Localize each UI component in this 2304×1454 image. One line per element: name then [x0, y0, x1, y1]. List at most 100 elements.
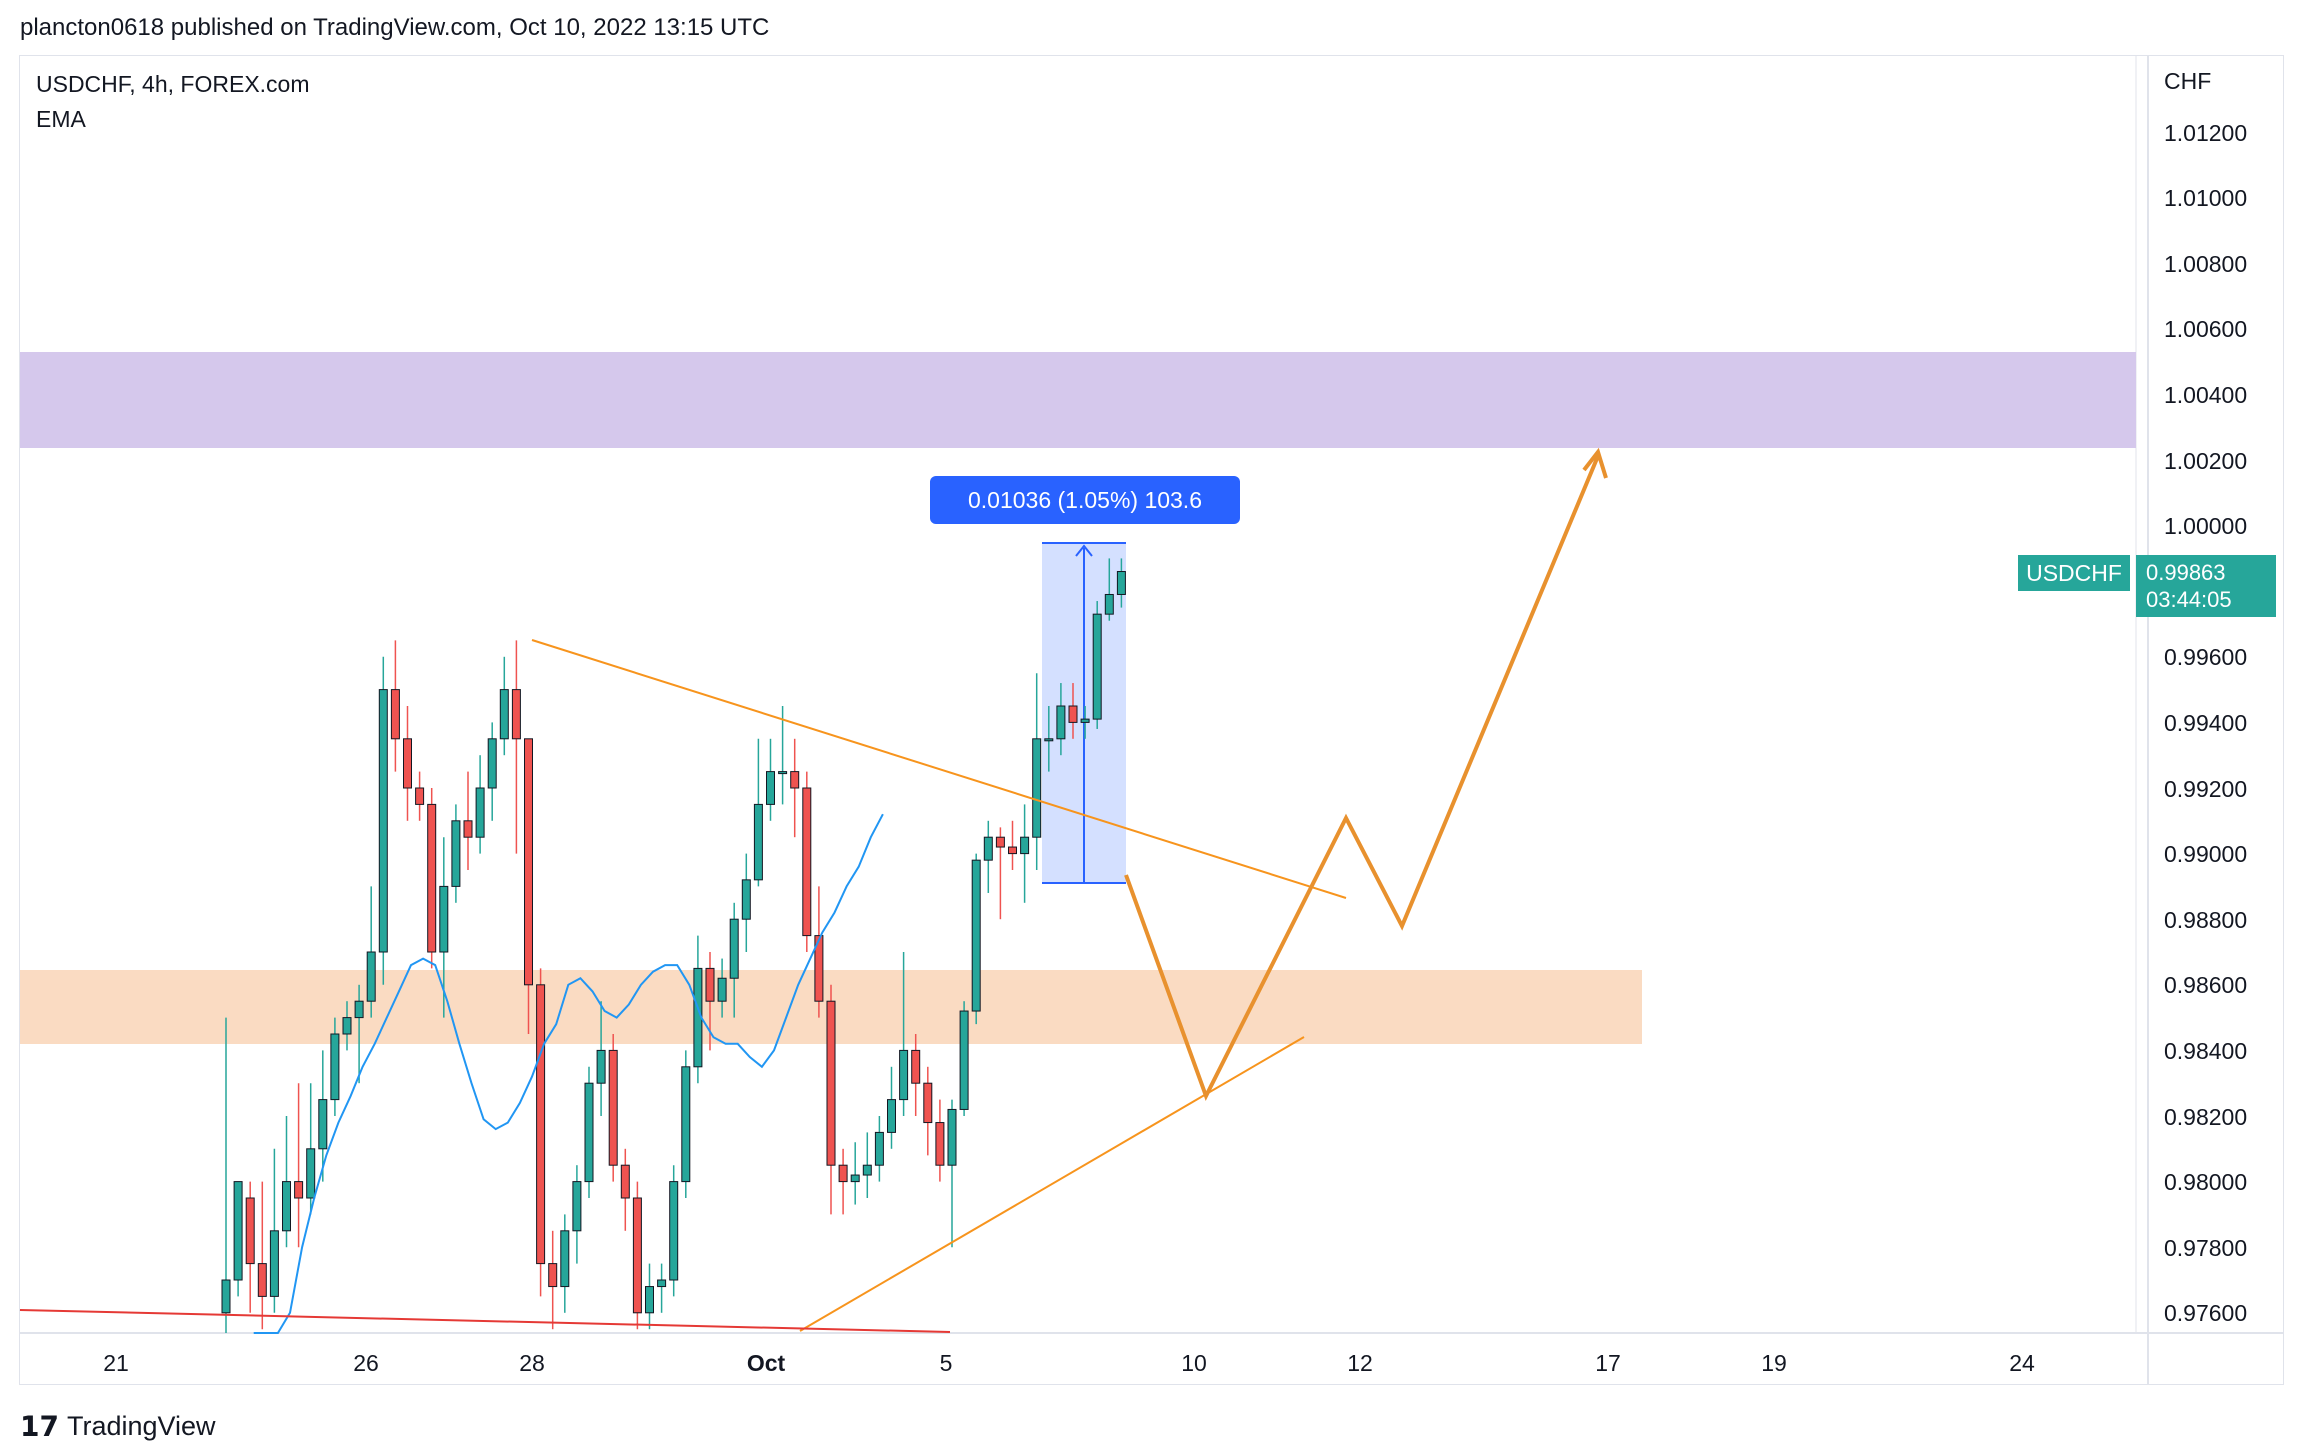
publication-header: plancton0618 published on TradingView.co…	[20, 14, 770, 41]
candle-body	[814, 935, 824, 1002]
candle-body	[1116, 571, 1126, 595]
candle-body	[923, 1082, 933, 1124]
candle-body	[548, 1263, 558, 1288]
candle-body	[1104, 593, 1114, 615]
y-tick: 0.98000	[2164, 1169, 2248, 1195]
candle-body	[766, 771, 775, 805]
currency-label: CHF	[2164, 68, 2212, 94]
y-tick: 0.99400	[2164, 710, 2248, 736]
candle-body	[596, 1049, 606, 1084]
candle-body	[790, 771, 800, 789]
resistance-zone	[20, 352, 2136, 448]
candle-body	[935, 1122, 945, 1166]
candle-body	[705, 967, 715, 1002]
candle-body	[778, 771, 788, 775]
candle-body	[572, 1181, 582, 1232]
candle-body	[318, 1099, 328, 1150]
footer-brand[interactable]: 𝟭𝟳 TradingView	[20, 1410, 216, 1443]
candle-body	[729, 918, 739, 979]
candle-body	[802, 787, 812, 937]
candle-body	[971, 859, 981, 1012]
candle-body	[1020, 836, 1030, 855]
symbol-price-tag: USDCHF	[2018, 555, 2130, 591]
candle-body	[645, 1286, 654, 1314]
y-tick: 1.00000	[2164, 513, 2248, 539]
candle-body	[826, 1000, 836, 1166]
measurement-label[interactable]: 0.01036 (1.05%) 103.6	[930, 476, 1240, 524]
candle-body	[487, 738, 497, 789]
candle-body	[899, 1049, 909, 1101]
candle-body	[354, 1000, 364, 1019]
projection-path	[1124, 455, 1600, 1102]
y-tick: 1.00400	[2164, 382, 2248, 408]
tradingview-logo-icon: 𝟭𝟳	[20, 1411, 59, 1442]
ema-legend[interactable]: EMA	[36, 106, 86, 132]
red-support-trendline	[19, 1309, 951, 1333]
candle-body	[887, 1099, 896, 1133]
candle-body	[608, 1049, 618, 1166]
y-tick: 1.01200	[2164, 120, 2248, 146]
candle-body	[463, 820, 473, 838]
descending-trendline	[531, 639, 1347, 899]
ascending-trendline	[799, 1036, 1305, 1332]
x-tick: 12	[1347, 1350, 1373, 1376]
y-tick: 0.97600	[2164, 1300, 2248, 1326]
candle-body	[511, 689, 521, 740]
candle-body	[717, 977, 727, 1002]
last-price-value: 0.99863	[2146, 560, 2226, 585]
candle-body	[378, 689, 388, 953]
candle-body	[415, 787, 425, 805]
candle-body	[669, 1181, 679, 1281]
y-tick: 0.99000	[2164, 841, 2248, 867]
x-tick: 21	[103, 1350, 129, 1376]
x-tick: 5	[939, 1350, 953, 1376]
brand-name: TradingView	[66, 1411, 216, 1441]
candle-body	[342, 1017, 352, 1035]
candle-body	[257, 1263, 267, 1297]
candle-body	[959, 1010, 969, 1110]
candle-body	[560, 1230, 570, 1288]
ema-line	[253, 813, 884, 1334]
x-tick: Oct	[746, 1350, 786, 1376]
candle-body	[862, 1164, 872, 1176]
candle-body	[427, 803, 437, 953]
candle-body	[294, 1181, 304, 1199]
candle-body	[1068, 705, 1078, 723]
candle-body	[874, 1131, 884, 1166]
candle-body	[1044, 738, 1054, 742]
x-tick: 19	[1761, 1350, 1787, 1376]
candle-body	[390, 689, 400, 740]
candle-body	[1008, 846, 1017, 855]
candle-body	[306, 1148, 316, 1199]
y-tick: 1.00800	[2164, 251, 2248, 277]
candle-body	[1056, 705, 1066, 740]
last-price-box: 0.99863 03:44:05	[2136, 555, 2276, 617]
candle-body	[584, 1082, 594, 1183]
projection-arrow-head	[1582, 447, 1608, 479]
y-tick: 0.97800	[2164, 1235, 2248, 1261]
candle-body	[1080, 718, 1090, 723]
candle-body	[366, 951, 376, 1002]
candle-body	[911, 1049, 921, 1084]
candlestick-series	[221, 558, 1126, 1333]
candle-body	[330, 1033, 340, 1101]
candle-body	[620, 1164, 630, 1199]
candle-body	[451, 820, 461, 887]
candle-body	[1032, 738, 1042, 838]
candle-body	[947, 1108, 957, 1166]
y-tick: 0.98200	[2164, 1104, 2248, 1130]
candle-body	[983, 836, 993, 861]
candle-body	[632, 1197, 642, 1314]
candle-body	[681, 1066, 691, 1183]
candle-body	[995, 836, 1005, 848]
x-tick: 28	[519, 1350, 545, 1376]
symbol-legend[interactable]: USDCHF, 4h, FOREX.com	[36, 71, 310, 97]
y-tick: 0.98600	[2164, 972, 2248, 998]
candle-body	[850, 1174, 860, 1183]
candle-body	[1092, 613, 1102, 720]
candle-body	[245, 1197, 255, 1265]
x-tick: 10	[1181, 1350, 1207, 1376]
candle-body	[499, 689, 509, 740]
candle-body	[403, 738, 412, 789]
